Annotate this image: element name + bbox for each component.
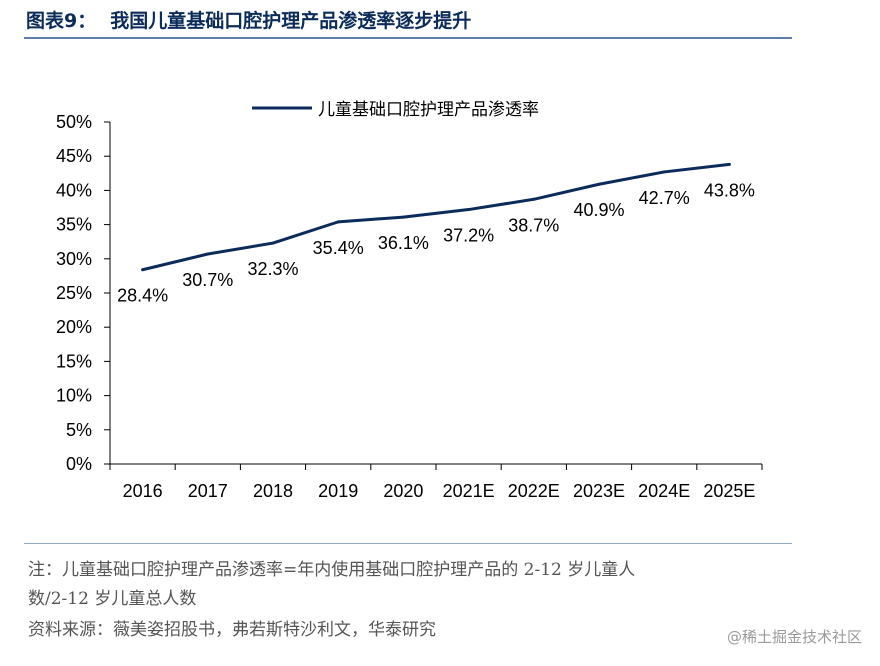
data-label: 38.7% [508, 215, 559, 235]
data-label: 30.7% [182, 270, 233, 290]
data-point [467, 208, 471, 212]
x-tick-label: 2016 [123, 481, 163, 501]
data-point [401, 215, 405, 219]
data-point [271, 241, 275, 245]
y-tick-label: 5% [66, 420, 92, 440]
x-tick-label: 2024E [638, 481, 690, 501]
x-tick-label: 2019 [318, 481, 358, 501]
data-label: 42.7% [639, 188, 690, 208]
figure-title: 图表9： 我国儿童基础口腔护理产品渗透率逐步提升 [26, 6, 471, 33]
data-label: 37.2% [443, 226, 494, 246]
data-label: 40.9% [573, 200, 624, 220]
figure-number: 图表9： [26, 10, 97, 32]
x-axis: 2016 2017 2018 2019 2020 2021E 2022E 2023E 2024E… [109, 463, 763, 501]
data-point [597, 182, 601, 186]
y-tick-label: 35% [56, 215, 92, 235]
y-tick-label: 25% [56, 283, 92, 303]
x-tick-label: 2017 [188, 481, 228, 501]
data-point [727, 162, 731, 166]
data-labels: 28.4% 30.7% 32.3% 35.4% 36.1% 37.2% 38.7% 40.9%… [117, 180, 755, 305]
data-point [336, 220, 340, 224]
y-tick-label: 30% [56, 249, 92, 269]
source-note: 资料来源：薇美姿招股书，弗若斯特沙利文，华泰研究 [28, 620, 436, 640]
data-label: 28.4% [117, 286, 168, 306]
chart-legend: 儿童基础口腔护理产品渗透率 [252, 100, 539, 119]
y-tick-label: 50% [56, 112, 92, 132]
note-line-2: 数/2-12 岁儿童总人数 [28, 589, 197, 609]
data-point [141, 268, 145, 272]
y-tick-label: 10% [56, 386, 92, 406]
title-divider [24, 37, 792, 39]
y-tick-label: 45% [56, 146, 92, 166]
x-tick-label: 2020 [383, 481, 423, 501]
data-point [662, 170, 666, 174]
y-tick-label: 0% [66, 454, 92, 474]
x-tick-label: 2025E [703, 481, 755, 501]
watermark: @稀土掘金技术社区 [726, 628, 862, 646]
y-tick-label: 40% [56, 180, 92, 200]
data-label: 43.8% [704, 180, 755, 200]
note-line-1: 注：儿童基础口腔护理产品渗透率=年内使用基础口腔护理产品的 2-12 岁儿童人 [28, 560, 636, 580]
plot-area [141, 162, 731, 272]
x-tick-label: 2018 [253, 481, 293, 501]
x-tick-label: 2021E [443, 481, 495, 501]
figure-title-text: 我国儿童基础口腔护理产品渗透率逐步提升 [110, 10, 472, 32]
data-label: 35.4% [313, 238, 364, 258]
y-tick-label: 20% [56, 317, 92, 337]
line-chart: 儿童基础口腔护理产品渗透率 0% 5% 10% 15% 20% 25% 30% 35% 40% 4… [56, 100, 763, 501]
y-tick-label: 15% [56, 351, 92, 371]
x-tick-label: 2023E [573, 481, 625, 501]
data-point [532, 197, 536, 201]
x-tick-label: 2022E [508, 481, 560, 501]
data-point [206, 252, 210, 256]
series-line [142, 162, 730, 272]
legend-label: 儿童基础口腔护理产品渗透率 [318, 100, 539, 119]
data-label: 32.3% [247, 259, 298, 279]
data-label: 36.1% [378, 233, 429, 253]
y-axis: 0% 5% 10% 15% 20% 25% 30% 35% 40% 45% 50% [56, 112, 111, 474]
notes-divider [24, 543, 792, 544]
